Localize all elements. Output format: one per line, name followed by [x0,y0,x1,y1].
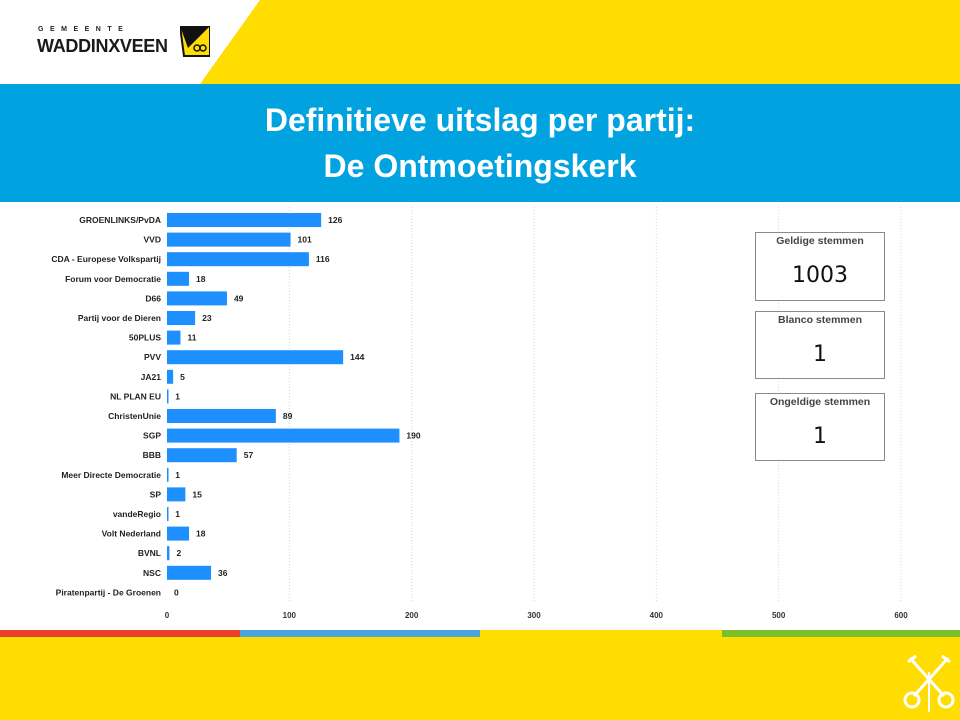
category-label: Meer Directe Democratie [61,470,161,480]
data-label: 18 [196,274,206,284]
municipality-logo: GEMEENTE WADDINXVEEN [34,22,214,68]
data-label: 5 [180,372,185,382]
data-label: 2 [176,548,181,558]
bar [167,291,227,306]
category-label: NL PLAN EU [110,391,161,401]
data-label: 101 [298,235,312,245]
data-label: 15 [192,489,202,499]
logo-small-text: GEMEENTE [38,26,130,33]
x-tick-label: 100 [283,611,297,620]
bar [167,271,190,286]
data-label: 36 [218,568,228,578]
bar [167,526,190,541]
stripe-blue [240,630,480,637]
x-tick-label: 400 [650,611,664,620]
bar [167,487,186,502]
data-label: 49 [234,293,244,303]
category-label: Partij voor de Dieren [78,313,161,323]
card-valid-votes-value: 1003 [792,263,848,288]
data-label: 0 [174,587,179,597]
category-label: CDA - Europese Volkspartij [51,254,161,264]
page-title-line-2: De Ontmoetingskerk [323,148,637,184]
bar [167,546,170,561]
card-invalid-votes-value: 1 [813,424,827,449]
data-label: 144 [350,352,364,362]
bar [167,369,174,384]
stripe-red [0,630,240,637]
footer-yellow-band [0,637,960,720]
category-label: Forum voor Democratie [65,274,161,284]
bar [167,213,322,227]
card-valid-votes-label: Geldige stemmen [776,235,864,247]
data-label: 18 [196,529,206,539]
card-blank-votes: Blanco stemmen 1 [755,311,885,379]
bar [167,507,169,521]
category-label: BVNL [138,548,161,558]
bar [167,565,212,580]
x-tick-label: 300 [527,611,541,620]
bar [167,409,276,423]
category-label: BBB [143,450,161,460]
bar [167,389,169,404]
header-yellow-shape [200,0,960,84]
logo-emblem-icon [180,26,210,57]
category-label: NSC [143,568,161,578]
category-label: PVV [144,352,161,362]
x-tick-label: 200 [405,611,419,620]
page-title-line-1: Definitieve uitslag per partij: [264,102,696,138]
data-label: 126 [328,215,342,225]
category-label: VVD [144,235,161,245]
bar [167,467,169,482]
data-label: 1 [175,391,180,401]
stripe-green [722,630,960,637]
data-label: 1 [175,509,180,519]
data-label: 23 [202,313,212,323]
card-invalid-votes-label: Ongeldige stemmen [769,396,871,408]
card-blank-votes-value: 1 [813,342,827,367]
category-label: Piratenpartij - De Groenen [56,587,161,597]
card-valid-votes: Geldige stemmen 1003 [755,232,885,301]
title-banner: Definitieve uitslag per partij: De Ontmo… [0,84,960,202]
card-invalid-votes: Ongeldige stemmen 1 [755,393,885,461]
logo-main-text: WADDINXVEEN [37,36,168,56]
data-label: 1 [175,470,180,480]
bar [167,428,400,443]
x-tick-label: 0 [165,611,170,620]
bar [167,448,237,463]
category-label: GROENLINKS/PvDA [79,215,161,225]
data-label: 57 [244,450,254,460]
bar [167,350,344,365]
bar [167,232,291,247]
crossed-keys-icon [903,654,955,712]
x-tick-label: 600 [894,611,908,620]
category-label: SP [150,489,162,499]
category-label: D66 [145,293,161,303]
category-label: JA21 [141,372,162,382]
data-label: 190 [406,431,420,441]
category-label: Volt Nederland [102,529,161,539]
bar [167,330,181,345]
bar [167,252,309,267]
bar [167,311,196,325]
card-blank-votes-label: Blanco stemmen [777,314,863,326]
category-label: ChristenUnie [108,411,161,421]
data-label: 116 [316,254,330,264]
category-label: SGP [143,431,161,441]
stripe-yellow [480,630,722,637]
x-tick-label: 500 [772,611,786,620]
category-label: 50PLUS [129,333,161,343]
category-label: vandeRegio [113,509,161,519]
data-label: 89 [283,411,293,421]
data-label: 11 [187,333,196,343]
